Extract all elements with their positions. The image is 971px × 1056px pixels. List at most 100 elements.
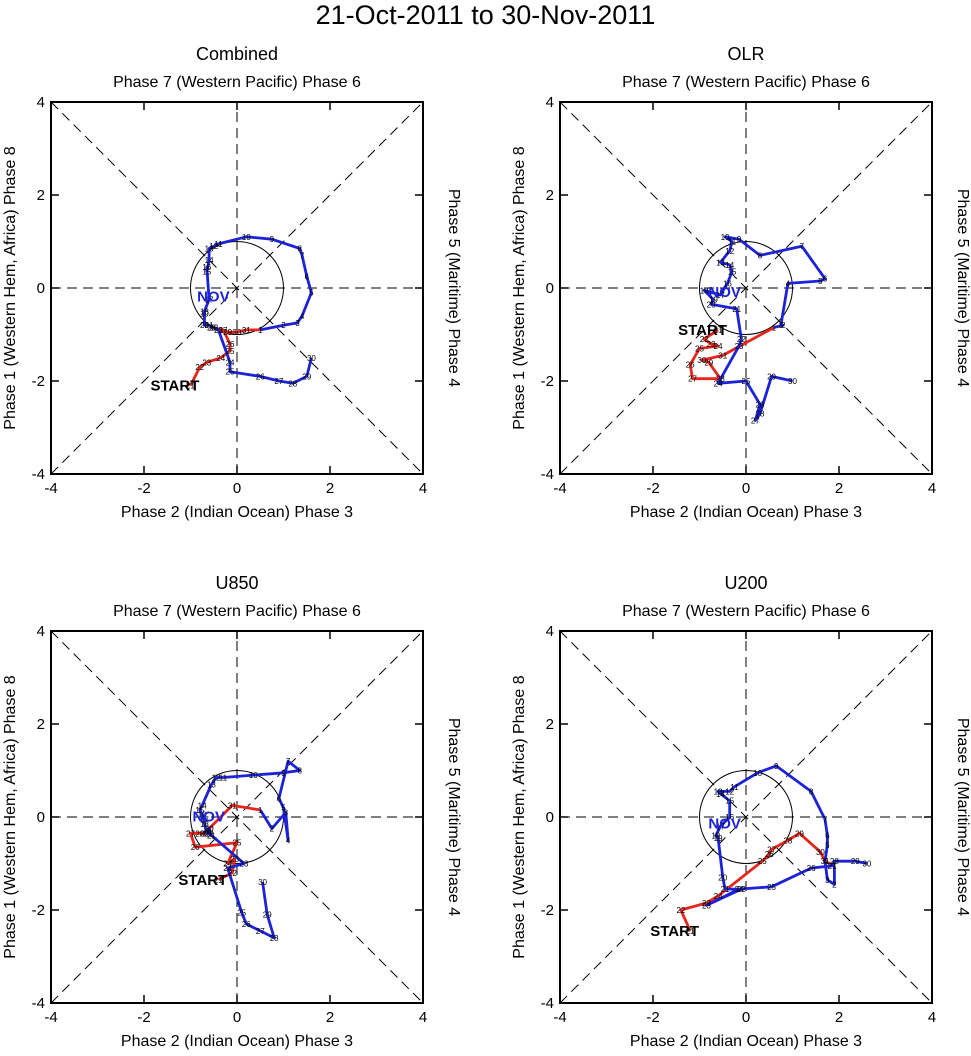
- start-label: START: [650, 923, 699, 940]
- figure-title: 21-Oct-2011 to 30-Nov-2011: [315, 0, 656, 30]
- day-label: 21: [186, 382, 195, 391]
- day-label: 19: [714, 834, 723, 843]
- day-label: 29: [795, 829, 804, 838]
- november-track-line: [198, 759, 302, 940]
- day-label: 16: [202, 263, 211, 272]
- day-label: 20: [205, 825, 214, 834]
- november-track-line: [702, 235, 827, 422]
- x-tick-label: -4: [553, 1009, 566, 1026]
- day-label: 29: [851, 857, 860, 866]
- start-label: START: [178, 872, 227, 889]
- day-label: 3: [825, 876, 830, 885]
- day-label: 22: [700, 335, 709, 344]
- day-label: 29: [200, 829, 209, 838]
- day-label: 21: [207, 832, 216, 841]
- phase-panel-u200: U200 Phase 7 (Western Pacific) Phase 6 Pha…: [511, 573, 971, 1050]
- day-label: 28: [783, 836, 792, 845]
- october-track-line: [679, 831, 836, 932]
- day-label: 7: [300, 251, 305, 260]
- x-tick-label: 4: [419, 480, 427, 497]
- day-label: 30: [205, 825, 214, 834]
- day-label: 11: [728, 238, 737, 247]
- day-label: 29: [263, 911, 272, 920]
- day-label: 10: [753, 769, 762, 778]
- x-tick-label: 4: [928, 1009, 936, 1026]
- y-tick-label: 2: [546, 716, 554, 733]
- day-label: 27: [688, 375, 697, 384]
- nov-label: NOV: [708, 284, 741, 301]
- day-label: 13: [207, 780, 216, 789]
- x-tick-label: 4: [928, 480, 936, 497]
- day-label: 21: [714, 326, 723, 335]
- start-label: START: [678, 322, 727, 339]
- day-label: 24: [714, 379, 723, 388]
- day-label: 5: [309, 289, 314, 298]
- day-label: 10: [249, 771, 258, 780]
- day-label: 1: [258, 806, 263, 815]
- y-tick-label: 0: [546, 809, 554, 826]
- top-phase-label: Phase 7 (Western Pacific) Phase 6: [622, 603, 870, 620]
- unit-circle: [190, 241, 284, 335]
- day-label: 21: [732, 305, 741, 314]
- day-label: 27: [274, 377, 283, 386]
- panel-title: U850: [215, 573, 258, 593]
- x-tick-label: 0: [742, 480, 750, 497]
- day-label: 22: [228, 869, 237, 878]
- day-label: 12: [209, 242, 218, 251]
- left-phase-label: Phase 1 (Western Hem, Africa) Phase 8: [511, 146, 528, 429]
- day-label: 18: [200, 307, 209, 316]
- day-label: 26: [191, 843, 200, 852]
- y-tick-label: -4: [541, 995, 554, 1012]
- dashed-diagonal: [50, 630, 424, 1004]
- day-label: 30: [258, 878, 267, 887]
- dashed-diagonal: [559, 630, 933, 1004]
- day-label: 11: [219, 773, 228, 782]
- day-label: 13: [205, 244, 214, 253]
- day-label: 21: [686, 927, 695, 936]
- x-tick-label: 0: [233, 480, 241, 497]
- day-label: 30: [697, 356, 706, 365]
- day-label: 6: [825, 832, 830, 841]
- day-label: 29: [767, 372, 776, 381]
- left-phase-label: Phase 1 (Western Hem, Africa) Phase 8: [2, 146, 19, 429]
- day-label: 27: [219, 326, 228, 335]
- day-label: 22: [676, 906, 685, 915]
- day-label: 28: [830, 857, 839, 866]
- y-tick-label: 4: [546, 94, 554, 111]
- day-label: 4: [786, 279, 791, 288]
- day-label: 25: [226, 347, 235, 356]
- day-label: 5: [825, 841, 830, 850]
- day-label: 17: [716, 822, 725, 831]
- phase-panel-olr: OLR Phase 7 (Western Pacific) Phase 6 Phas…: [511, 44, 971, 521]
- day-label: 24: [714, 892, 723, 901]
- right-phase-label: Phase 5 (Maritime) Phase 4: [954, 189, 971, 387]
- day-label: 28: [288, 379, 297, 388]
- day-label: 13: [716, 258, 725, 267]
- day-label: 23: [735, 342, 744, 351]
- unit-circle: [699, 241, 793, 335]
- bottom-phase-label: Phase 2 (Indian Ocean) Phase 3: [630, 1033, 862, 1050]
- top-phase-label: Phase 7 (Western Pacific) Phase 6: [622, 74, 870, 91]
- day-label: 31: [718, 351, 727, 360]
- day-label: 26: [686, 361, 695, 370]
- day-label: 16: [725, 813, 734, 822]
- day-label: 3: [779, 321, 784, 330]
- start-label: START: [151, 378, 200, 395]
- day-label: 8: [298, 244, 303, 253]
- day-label: 4: [823, 857, 828, 866]
- day-label: 20: [707, 300, 716, 309]
- october-track-line: [189, 804, 261, 882]
- day-label: 6: [305, 272, 310, 281]
- day-label: 24: [714, 342, 723, 351]
- day-label: 23: [230, 855, 239, 864]
- day-label: 22: [205, 829, 214, 838]
- day-label: 4: [300, 312, 305, 321]
- day-label: 28: [207, 324, 216, 333]
- day-label: 16: [723, 279, 732, 288]
- day-label: 14: [725, 261, 734, 270]
- y-tick-label: 2: [546, 187, 554, 204]
- left-phase-label: Phase 1 (Western Hem, Africa) Phase 8: [2, 675, 19, 958]
- day-label: 5: [818, 277, 823, 286]
- dashed-diagonal: [559, 101, 933, 475]
- x-tick-label: 2: [835, 1009, 843, 1026]
